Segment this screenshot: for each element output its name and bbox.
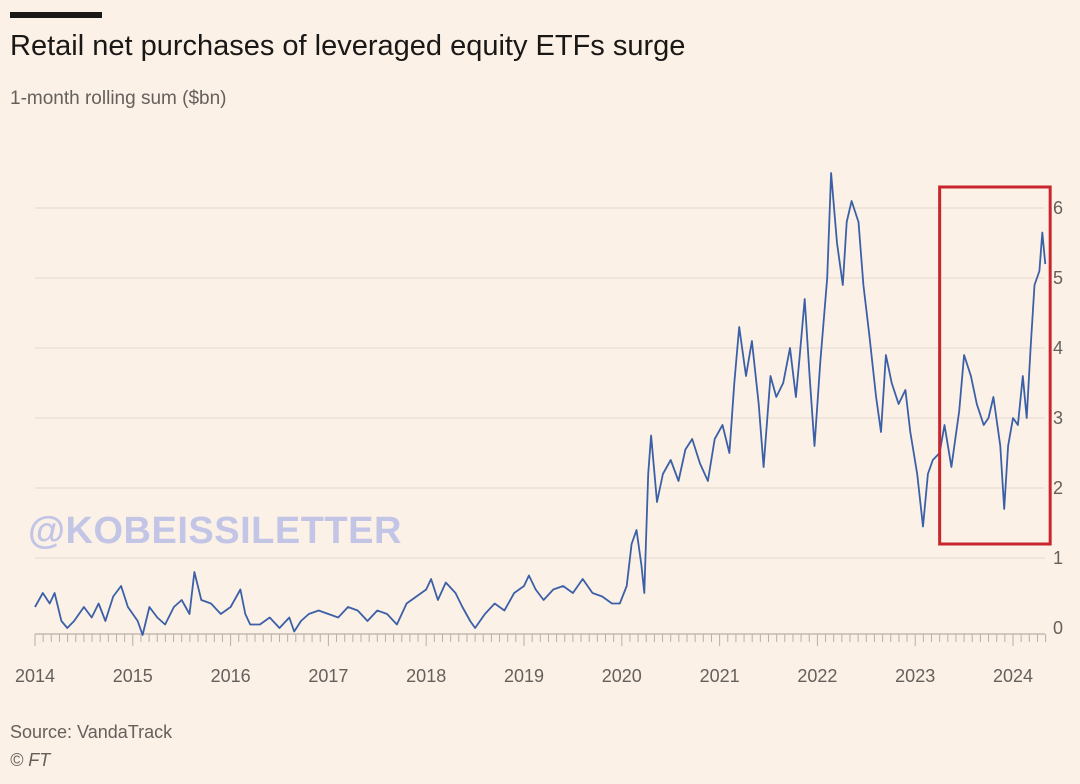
x-tick-label-2014: 2014 xyxy=(15,666,55,686)
y-tick-label-0: 0 xyxy=(1053,618,1063,638)
y-tick-label-3: 3 xyxy=(1053,408,1063,428)
x-tick-label-2018: 2018 xyxy=(406,666,446,686)
x-tick-label-2017: 2017 xyxy=(308,666,348,686)
x-tick-label-2015: 2015 xyxy=(113,666,153,686)
x-tick-label-2019: 2019 xyxy=(504,666,544,686)
x-tick-label-2024: 2024 xyxy=(993,666,1033,686)
x-axis-tick-labels: 2014 2015 2016 2017 2018 2019 2020 2021 2022 2023… xyxy=(15,666,1033,686)
highlight-box xyxy=(938,185,1052,546)
highlight-layer xyxy=(938,185,1052,546)
y-tick-label-4: 4 xyxy=(1053,338,1063,358)
x-axis xyxy=(34,633,1047,646)
y-tick-label-2: 2 xyxy=(1053,478,1063,498)
x-tick-label-2022: 2022 xyxy=(797,666,837,686)
y-tick-label-1: 1 xyxy=(1053,548,1063,568)
x-tick-label-2020: 2020 xyxy=(602,666,642,686)
header-rule xyxy=(10,12,102,18)
x-tick-label-2023: 2023 xyxy=(895,666,935,686)
gridlines xyxy=(35,207,1045,559)
x-tick-label-2021: 2021 xyxy=(700,666,740,686)
source-note: Source: VandaTrack xyxy=(10,722,173,742)
chart-subtitle: 1-month rolling sum ($bn) xyxy=(10,88,227,109)
series-line-0 xyxy=(34,172,1047,636)
chart-title: Retail net purchases of leveraged equity… xyxy=(10,30,686,62)
x-tick-label-2016: 2016 xyxy=(211,666,251,686)
copyright-note: © FT xyxy=(10,750,51,770)
y-axis-tick-labels: 0 1 2 3 4 5 6 xyxy=(1053,198,1063,638)
y-tick-label-6: 6 xyxy=(1053,198,1063,218)
series-layer xyxy=(34,172,1047,636)
watermark-text: @KOBEISSILETTER xyxy=(28,510,402,552)
y-tick-label-5: 5 xyxy=(1053,268,1063,288)
